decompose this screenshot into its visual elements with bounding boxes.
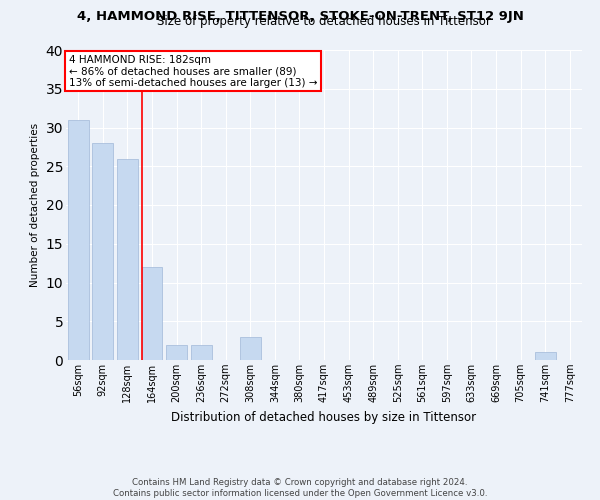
X-axis label: Distribution of detached houses by size in Tittensor: Distribution of detached houses by size … bbox=[172, 410, 476, 424]
Text: 4 HAMMOND RISE: 182sqm
← 86% of detached houses are smaller (89)
13% of semi-det: 4 HAMMOND RISE: 182sqm ← 86% of detached… bbox=[68, 54, 317, 88]
Bar bbox=[117, 158, 138, 360]
Bar bbox=[191, 344, 212, 360]
Title: Size of property relative to detached houses in Tittensor: Size of property relative to detached ho… bbox=[157, 15, 491, 28]
Text: 4, HAMMOND RISE, TITTENSOR, STOKE-ON-TRENT, ST12 9JN: 4, HAMMOND RISE, TITTENSOR, STOKE-ON-TRE… bbox=[77, 10, 523, 23]
Bar bbox=[166, 344, 187, 360]
Bar bbox=[142, 267, 163, 360]
Y-axis label: Number of detached properties: Number of detached properties bbox=[30, 123, 40, 287]
Bar bbox=[68, 120, 89, 360]
Bar bbox=[92, 143, 113, 360]
Bar bbox=[240, 337, 261, 360]
Bar bbox=[535, 352, 556, 360]
Text: Contains HM Land Registry data © Crown copyright and database right 2024.
Contai: Contains HM Land Registry data © Crown c… bbox=[113, 478, 487, 498]
